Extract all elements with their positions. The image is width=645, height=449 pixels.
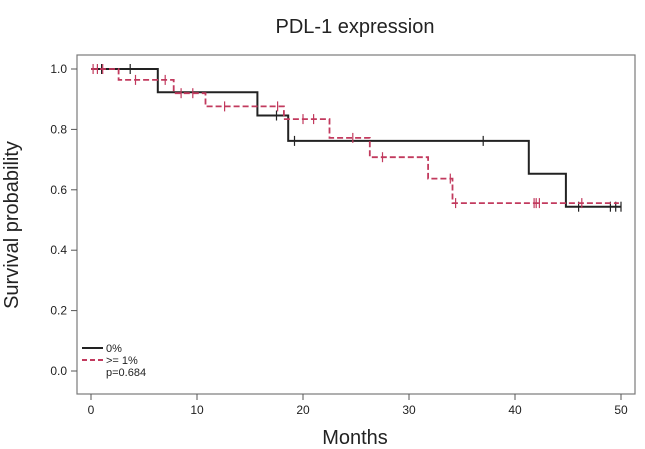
x-tick-label-30: 30 — [402, 403, 416, 417]
y-axis: 0.0 0.2 0.4 0.6 0.8 1.0 — [50, 62, 77, 378]
y-tick-label-0.6: 0.6 — [50, 183, 67, 197]
x-axis: 0 10 20 30 40 50 — [88, 394, 628, 417]
legend-label-ge1pct: >= 1% — [106, 355, 138, 367]
plot-frame — [76, 54, 636, 395]
series-layer — [91, 64, 622, 212]
y-tick-label-0.4: 0.4 — [50, 243, 67, 257]
y-tick-label-1.0: 1.0 — [50, 62, 67, 76]
y-tick-label-0.0: 0.0 — [50, 364, 67, 378]
x-tick-label-10: 10 — [190, 403, 204, 417]
y-axis-label: Survival probability — [1, 141, 23, 309]
x-tick-label-20: 20 — [296, 403, 310, 417]
survival-curve-ge1pct — [91, 68, 619, 205]
x-tick-label-40: 40 — [508, 403, 522, 417]
chart-title: PDL-1 expression — [276, 16, 435, 38]
p-value-annotation: p=0.684 — [106, 367, 146, 379]
y-tick-label-0.2: 0.2 — [50, 304, 67, 318]
x-tick-label-50: 50 — [614, 403, 628, 417]
x-tick-label-0: 0 — [88, 403, 95, 417]
y-tick-label-0.8: 0.8 — [50, 122, 67, 136]
survival-curve-0pct — [91, 68, 621, 208]
legend-label-0pct: 0% — [106, 343, 122, 355]
legend: 0% >= 1% p=0.684 — [82, 343, 146, 379]
x-axis-label: Months — [322, 427, 388, 449]
